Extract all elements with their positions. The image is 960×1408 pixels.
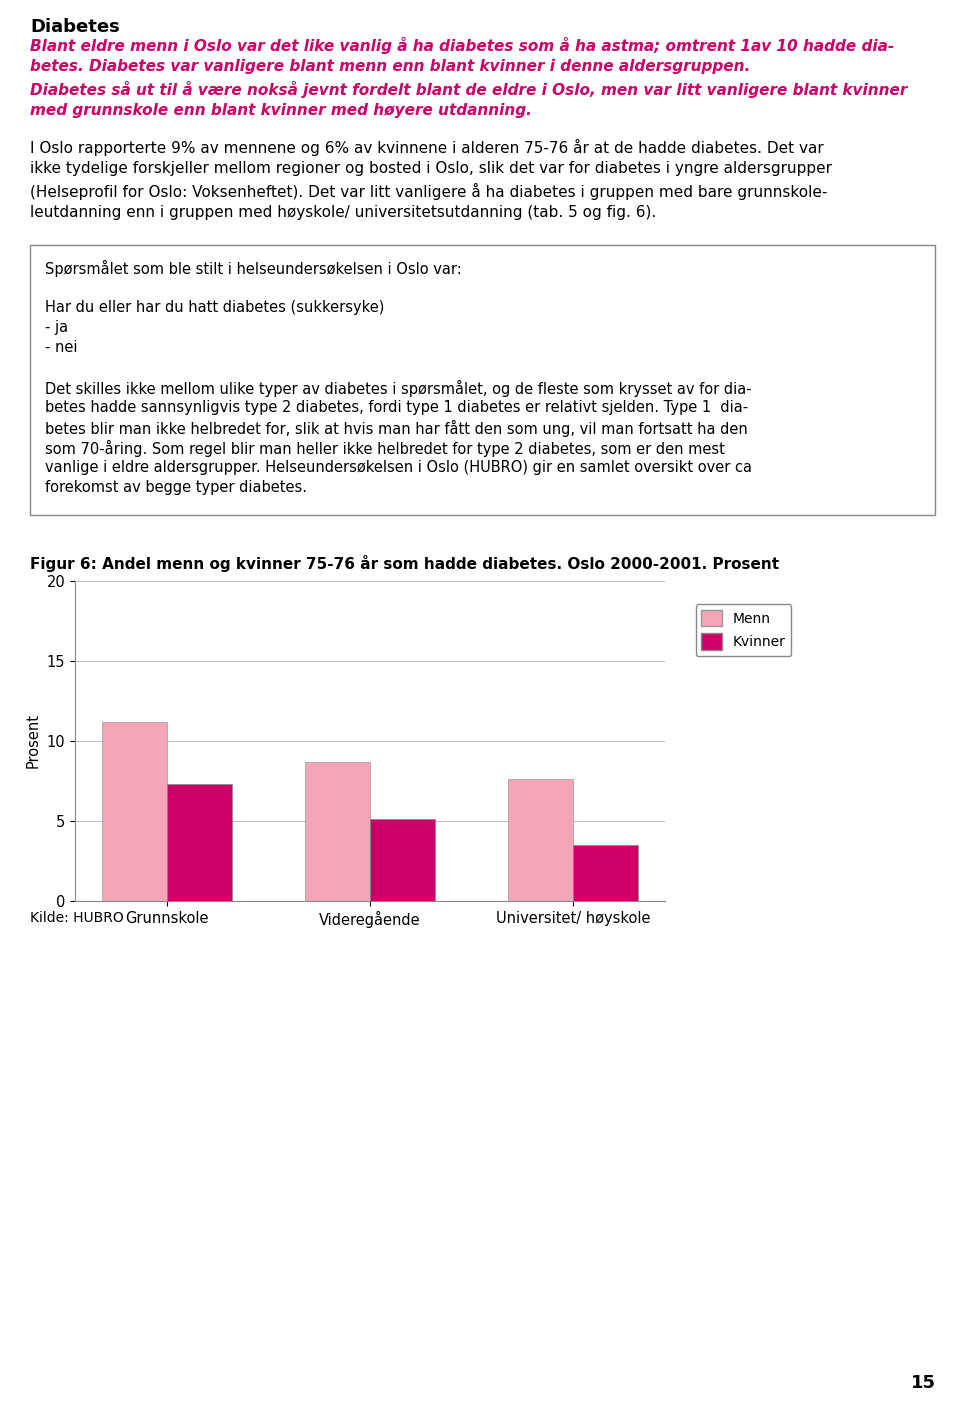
Text: betes blir man ikke helbredet for, slik at hvis man har fått den som ung, vil ma: betes blir man ikke helbredet for, slik … <box>45 420 748 436</box>
Text: Diabetes så ut til å være nokså jevnt fordelt blant de eldre i Oslo, men var lit: Diabetes så ut til å være nokså jevnt fo… <box>30 82 907 99</box>
Bar <box>102 722 167 901</box>
Text: betes hadde sannsynligvis type 2 diabetes, fordi type 1 diabetes er relativt sje: betes hadde sannsynligvis type 2 diabete… <box>45 400 748 415</box>
Text: Har du eller har du hatt diabetes (sukkersyke): Har du eller har du hatt diabetes (sukke… <box>45 300 384 315</box>
Text: som 70-åring. Som regel blir man heller ikke helbredet for type 2 diabetes, som : som 70-åring. Som regel blir man heller … <box>45 439 725 458</box>
Text: Spørsmålet som ble stilt i helseundersøkelsen i Oslo var:: Spørsmålet som ble stilt i helseundersøk… <box>45 260 462 277</box>
Text: I Oslo rapporterte 9% av mennene og 6% av kvinnene i alderen 75-76 år at de hadd: I Oslo rapporterte 9% av mennene og 6% a… <box>30 139 824 156</box>
Bar <box>370 819 435 901</box>
Text: Diabetes: Diabetes <box>30 18 120 37</box>
Text: leutdanning enn i gruppen med høyskole/ universitetsutdanning (tab. 5 og fig. 6): leutdanning enn i gruppen med høyskole/ … <box>30 206 657 220</box>
Text: betes. Diabetes var vanligere blant menn enn blant kvinner i denne aldersgruppen: betes. Diabetes var vanligere blant menn… <box>30 59 751 75</box>
Text: Blant eldre menn i Oslo var det like vanlig å ha diabetes som å ha astma; omtren: Blant eldre menn i Oslo var det like van… <box>30 37 895 54</box>
Text: Figur 6: Andel menn og kvinner 75-76 år som hadde diabetes. Oslo 2000-2001. Pros: Figur 6: Andel menn og kvinner 75-76 år … <box>30 555 780 572</box>
Text: - ja: - ja <box>45 320 68 335</box>
Y-axis label: Prosent: Prosent <box>26 714 41 769</box>
Text: ikke tydelige forskjeller mellom regioner og bosted i Oslo, slik det var for dia: ikke tydelige forskjeller mellom regione… <box>30 161 832 176</box>
Text: forekomst av begge typer diabetes.: forekomst av begge typer diabetes. <box>45 480 307 496</box>
Text: Kilde: HUBRO: Kilde: HUBRO <box>30 911 124 925</box>
Legend: Menn, Kvinner: Menn, Kvinner <box>696 604 791 656</box>
Text: med grunnskole enn blant kvinner med høyere utdanning.: med grunnskole enn blant kvinner med høy… <box>30 103 532 118</box>
Text: (Helseprofil for Oslo: Voksenheftet). Det var litt vanligere å ha diabetes i gru: (Helseprofil for Oslo: Voksenheftet). De… <box>30 183 828 200</box>
Bar <box>573 845 638 901</box>
Bar <box>305 762 370 901</box>
Text: Det skilles ikke mellom ulike typer av diabetes i spørsmålet, og de fleste som k: Det skilles ikke mellom ulike typer av d… <box>45 380 752 397</box>
Bar <box>167 784 232 901</box>
Bar <box>30 245 935 515</box>
Text: 15: 15 <box>911 1374 936 1393</box>
Bar <box>508 780 573 901</box>
Text: - nei: - nei <box>45 339 78 355</box>
Text: vanlige i eldre aldersgrupper. Helseundersøkelsen i Oslo (HUBRO) gir en samlet o: vanlige i eldre aldersgrupper. Helseunde… <box>45 460 752 474</box>
